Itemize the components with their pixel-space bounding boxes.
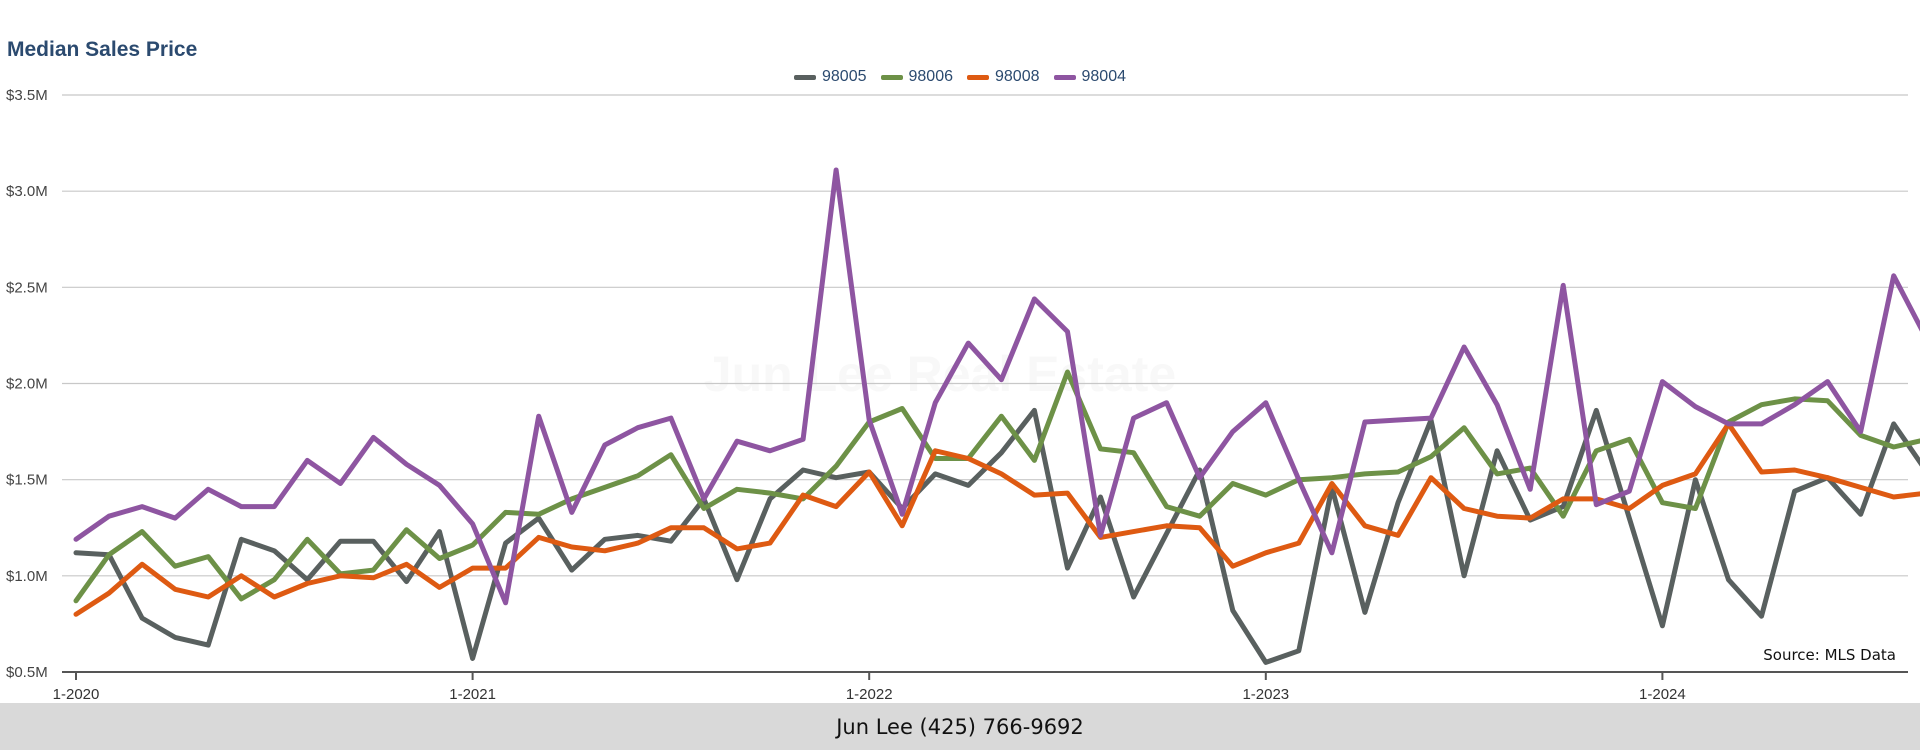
x-tick-label-3: 1-2023 bbox=[1242, 686, 1289, 703]
y-tick-label-1: $1.0M bbox=[6, 568, 48, 585]
y-tick-label-4: $2.5M bbox=[6, 279, 48, 296]
legend-item-98005[interactable]: 98005 bbox=[794, 68, 867, 86]
legend-swatch-98005 bbox=[794, 74, 816, 80]
legend-label-98005: 98005 bbox=[822, 68, 867, 85]
y-tick-label-5: $3.0M bbox=[6, 183, 48, 200]
chart-title: Median Sales Price bbox=[7, 38, 198, 61]
legend-swatch-98006 bbox=[880, 74, 903, 80]
x-tick-label-4: 1-2024 bbox=[1639, 686, 1686, 703]
series-line-98008 bbox=[73, 421, 1920, 617]
line-chart: $0.5M $1.0M $1.5M $2.0M $2.5M $3.0M $3.5M 1-202… bbox=[6, 87, 1920, 703]
legend-label-98004: 98004 bbox=[1081, 68, 1127, 85]
legend-item-98004[interactable]: 98004 bbox=[1053, 68, 1127, 86]
y-tick-label-6: $3.5M bbox=[6, 87, 48, 104]
legend-label-98006: 98006 bbox=[908, 68, 954, 85]
footer-bar: Jun Lee (425) 766-9692 bbox=[0, 703, 1920, 750]
legend-swatch-98008 bbox=[967, 74, 989, 80]
y-tick-label-2: $1.5M bbox=[6, 472, 48, 489]
legend-item-98008[interactable]: 98008 bbox=[967, 68, 1040, 86]
series-line-98005 bbox=[73, 407, 1920, 665]
x-tick-label-1: 1-2021 bbox=[449, 686, 496, 703]
legend-swatch-98004 bbox=[1053, 74, 1076, 80]
legend: 98005 98006 98008 98004 bbox=[0, 68, 1920, 86]
footer-contact: Jun Lee (425) 766-9692 bbox=[836, 714, 1084, 739]
y-tick-label-3: $2.0M bbox=[6, 376, 48, 393]
legend-label-98008: 98008 bbox=[995, 68, 1040, 85]
series-line-98006 bbox=[73, 369, 1920, 604]
y-tick-label-0: $0.5M bbox=[6, 664, 48, 681]
x-tick-label-2: 1-2022 bbox=[846, 686, 893, 703]
x-tick-label-0: 1-2020 bbox=[53, 686, 100, 703]
legend-item-98006[interactable]: 98006 bbox=[880, 68, 954, 86]
source-label: Source: MLS Data bbox=[1763, 646, 1896, 664]
series-line-98004 bbox=[73, 167, 1920, 606]
